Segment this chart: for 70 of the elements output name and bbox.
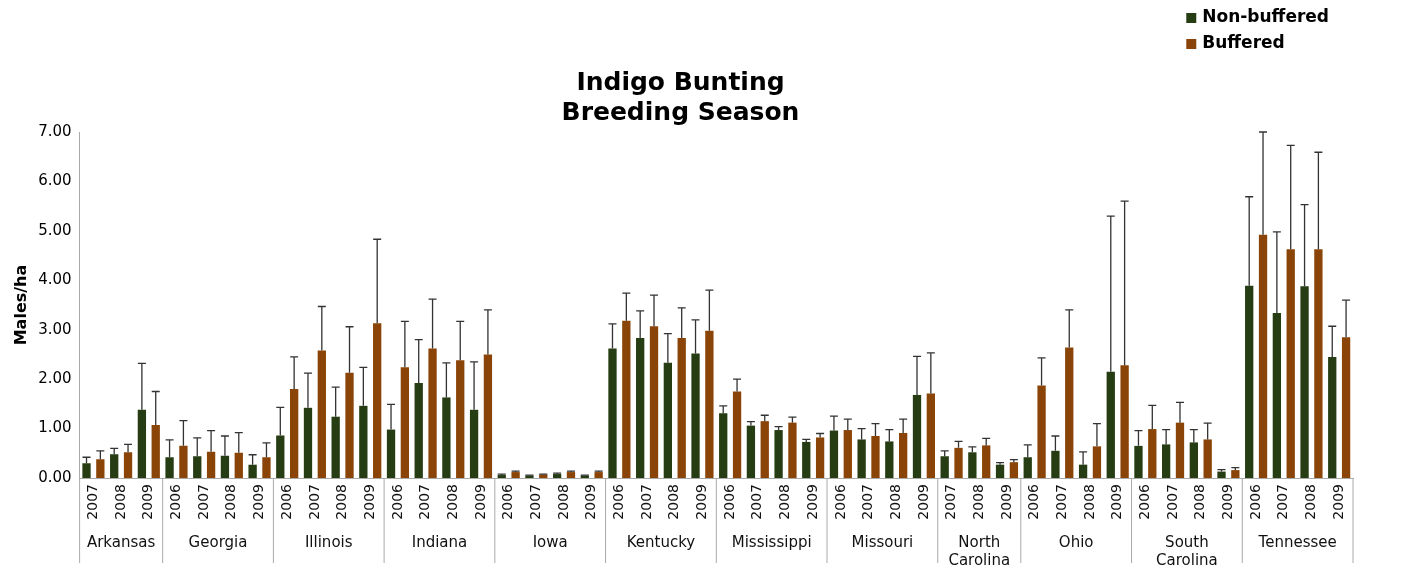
- x-tick-label: 2008: [969, 484, 986, 520]
- x-tick-label: 2009: [582, 484, 599, 520]
- y-tick-label: 6.00: [38, 171, 72, 190]
- x-tick-label: 2009: [693, 484, 710, 520]
- text: North Carolina: [948, 533, 1011, 570]
- x-tick-label: 2007: [527, 484, 543, 520]
- x-tick-label: 2008: [665, 484, 682, 520]
- text: Mississippi: [731, 533, 812, 552]
- x-tick-label: 2007: [1274, 484, 1291, 520]
- x-tick-label: 2008: [1302, 484, 1319, 520]
- x-tick-label: 2008: [554, 484, 571, 520]
- x-tick-label: 2009: [803, 484, 820, 520]
- text: Missouri: [851, 533, 914, 552]
- text: South Carolina: [1156, 533, 1218, 570]
- x-tick-label: 2008: [222, 484, 239, 520]
- x-tick-label: 2006: [1136, 483, 1153, 520]
- text: Tennessee: [1257, 533, 1337, 552]
- chart-title: Indigo Bunting Breeding Season: [561, 66, 800, 126]
- y-tick-label: 0.00: [38, 467, 72, 486]
- text: Iowa: [532, 533, 568, 552]
- x-tick-label: 2008: [886, 484, 903, 520]
- x-tick-label: 2007: [942, 484, 959, 520]
- x-tick-label: 2007: [859, 484, 876, 520]
- x-tick-label: 2006: [167, 483, 184, 520]
- legend-label: Buffered: [1202, 32, 1285, 53]
- x-tick-label: 2009: [1329, 484, 1346, 520]
- x-tick-label: 2009: [1219, 484, 1236, 520]
- y-tick-label: 4.00: [38, 270, 72, 289]
- x-tick-label: 2007: [637, 484, 654, 520]
- x-tick-label: 2006: [610, 483, 627, 520]
- x-tick-label: 2008: [333, 484, 350, 520]
- y-tick-label: 5.00: [38, 220, 72, 239]
- x-tick-label: 2007: [1163, 484, 1180, 520]
- x-tick-label: 2008: [776, 484, 793, 520]
- x-tick-label: 2009: [997, 484, 1014, 520]
- text: Arkansas: [86, 533, 156, 552]
- x-tick-label: 2009: [360, 484, 377, 520]
- y-tick-label: 2.00: [38, 369, 72, 388]
- x-tick-label: 2007: [1052, 484, 1069, 520]
- text: Georgia: [188, 533, 248, 552]
- x-tick-label: 2009: [471, 484, 488, 520]
- y-tick-label: 7.00: [38, 121, 72, 140]
- x-tick-label: 2007: [84, 484, 101, 520]
- text: Indiana: [411, 533, 468, 552]
- x-tick-label: 2007: [194, 484, 211, 520]
- y-tick-label: 1.00: [38, 418, 72, 437]
- x-tick-label: 2008: [1080, 484, 1097, 520]
- x-tick-label: 2009: [250, 484, 267, 520]
- x-tick-label: 2007: [748, 484, 765, 520]
- x-tick-label: 2006: [1025, 483, 1042, 520]
- y-axis-title: Males/ha: [10, 264, 30, 346]
- x-tick-label: 2007: [305, 484, 322, 520]
- text: Illinois: [304, 533, 353, 552]
- text: Kentucky: [626, 533, 696, 552]
- x-tick-label: 2008: [443, 484, 460, 520]
- y-tick-label: 3.00: [38, 319, 72, 338]
- x-tick-label: 2006: [499, 483, 516, 520]
- x-tick-label: 2006: [831, 483, 848, 520]
- x-tick-label: 2006: [388, 483, 405, 520]
- x-tick-label: 2006: [720, 483, 737, 520]
- x-tick-label: 2009: [139, 484, 156, 520]
- x-tick-label: 2006: [277, 483, 294, 520]
- x-tick-label: 2006: [1246, 483, 1263, 520]
- x-tick-label: 2008: [111, 484, 128, 520]
- legend-label: Non-buffered: [1202, 6, 1330, 27]
- x-tick-label: 2007: [416, 484, 433, 520]
- text: Ohio: [1058, 533, 1094, 552]
- x-tick-label: 2008: [1191, 484, 1208, 520]
- x-tick-label: 2009: [914, 484, 931, 520]
- x-tick-label: 2009: [1108, 484, 1125, 520]
